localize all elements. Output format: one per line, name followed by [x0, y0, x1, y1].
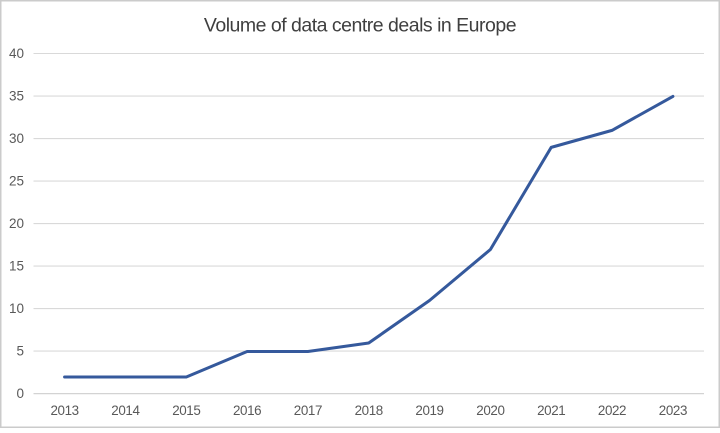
svg-text:0: 0	[16, 386, 24, 401]
svg-text:25: 25	[9, 174, 24, 189]
svg-text:2014: 2014	[111, 403, 140, 418]
svg-text:5: 5	[16, 344, 24, 359]
svg-text:2019: 2019	[415, 403, 443, 418]
svg-text:2022: 2022	[598, 403, 626, 418]
svg-text:2021: 2021	[537, 403, 565, 418]
svg-text:20: 20	[9, 216, 24, 231]
svg-text:Volume of data centre deals in: Volume of data centre deals in Europe	[204, 14, 516, 36]
svg-text:10: 10	[9, 301, 24, 316]
svg-text:15: 15	[9, 259, 24, 274]
svg-text:2013: 2013	[50, 403, 78, 418]
svg-text:2020: 2020	[476, 403, 504, 418]
svg-text:40: 40	[9, 46, 24, 61]
svg-text:30: 30	[9, 131, 24, 146]
svg-text:2015: 2015	[172, 403, 200, 418]
svg-text:2016: 2016	[233, 403, 261, 418]
svg-text:2017: 2017	[294, 403, 322, 418]
svg-text:2018: 2018	[355, 403, 383, 418]
svg-text:35: 35	[9, 89, 24, 104]
svg-text:2023: 2023	[659, 403, 687, 418]
